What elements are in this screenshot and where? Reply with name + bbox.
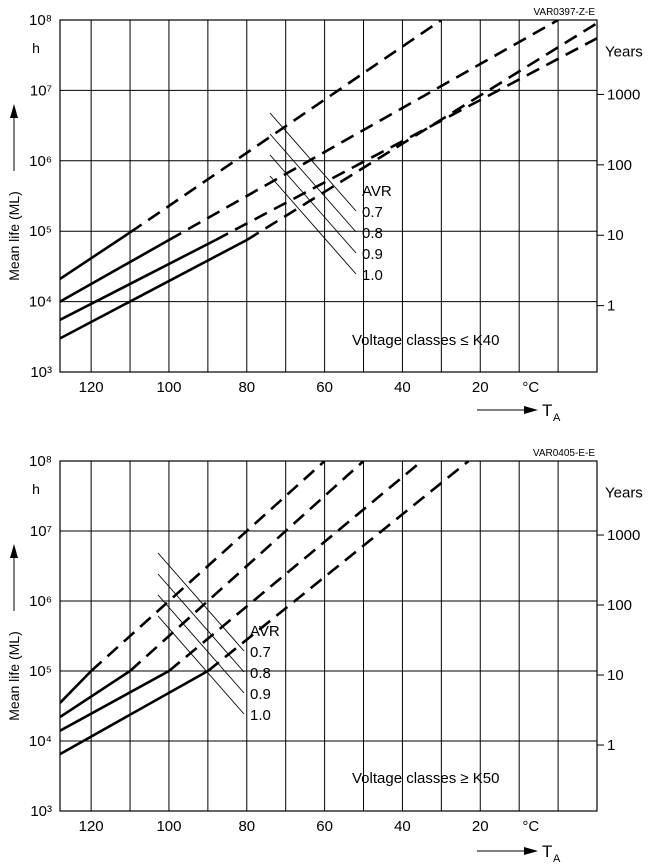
x-tick-label: 80 <box>238 818 255 835</box>
y2-axis-label: Years <box>605 44 643 61</box>
y-tick-label: 10⁶ <box>29 153 52 170</box>
legend-leader-0.8 <box>269 133 357 233</box>
legend-leader-0.7 <box>157 552 245 652</box>
legend-label-0.7: 0.7 <box>250 644 271 661</box>
y2-tick-label: 10 <box>607 667 624 684</box>
y-axis-label: Mean life (ML) <box>6 631 22 720</box>
voltage-class-annotation: Voltage classes ≥ K50 <box>352 770 500 787</box>
x-unit-label: °C <box>522 818 539 835</box>
plot-frame <box>59 19 598 373</box>
x-tick-label: 80 <box>238 379 255 396</box>
y2-tick-label: 1000 <box>607 86 640 103</box>
series-line-dashed-0.9 <box>168 461 423 673</box>
series-group <box>60 20 597 340</box>
x-unit-label: °C <box>522 379 539 396</box>
legend-label-0.7: 0.7 <box>362 204 383 221</box>
plot-frame <box>59 460 598 812</box>
chart-panel-1: 10³ 10⁴ 10⁵ 10⁶ 10⁷ 10⁸ h Mean life (ML) Years 1 1… <box>6 7 643 424</box>
x-axis-label: T <box>542 842 552 861</box>
series-line-solid-1.0 <box>60 669 209 756</box>
x-tick-label: 100 <box>156 818 181 835</box>
legend-label-0.8: 0.8 <box>250 665 271 682</box>
y-tick-label: 10⁸ <box>29 453 52 470</box>
chart-panel-2: 10³ 10⁴ 10⁵ 10⁶ 10⁷ 10⁸ h Mean life (ML) Years 1 1… <box>6 448 643 864</box>
y-axis-arrowhead <box>10 544 18 558</box>
legend-leader-0.8 <box>157 573 245 673</box>
y-tick-label: 10³ <box>30 364 52 381</box>
x-tick-label: 20 <box>472 379 489 396</box>
legend-leader-1.0 <box>157 615 245 715</box>
x-tick-label: 40 <box>394 379 411 396</box>
y2-tick-label: 100 <box>607 597 632 614</box>
legend-leader-1.0 <box>269 175 357 275</box>
figure-code: VAR0397-Z-E <box>533 7 595 18</box>
series-line-dashed-0.9 <box>215 37 597 242</box>
y2-tick-label: 1000 <box>607 527 640 544</box>
y-unit-label: h <box>32 40 40 56</box>
y-tick-label: 10⁴ <box>29 294 52 311</box>
legend-leader-0.9 <box>269 154 357 254</box>
y-axis-label: Mean life (ML) <box>6 191 22 280</box>
figure-code: VAR0405-E-E <box>533 448 595 459</box>
y2-tick-label: 100 <box>607 157 632 174</box>
legend-label-1.0: 1.0 <box>362 267 383 284</box>
series-line-dashed-0.8 <box>168 20 559 242</box>
series-line-dashed-1.0 <box>207 461 470 673</box>
x-tick-label: 60 <box>316 818 333 835</box>
y-tick-label: 10⁴ <box>29 733 52 750</box>
series-line-solid-0.8 <box>60 238 170 303</box>
series-line-solid-0.7 <box>60 670 93 704</box>
y-tick-label: 10⁶ <box>29 593 52 610</box>
series-line-dashed-0.8 <box>129 461 365 672</box>
legend-label-0.8: 0.8 <box>362 225 383 242</box>
legend-leader-0.9 <box>157 594 245 694</box>
y2-tick-label: 10 <box>607 227 624 244</box>
x-tick-label: 120 <box>79 379 104 396</box>
legend-title: AVR <box>250 623 280 640</box>
y2-tick-label: 1 <box>607 298 615 315</box>
x-tick-label: 40 <box>394 818 411 835</box>
x-axis-arrowhead <box>524 406 538 414</box>
legend-label-1.0: 1.0 <box>250 707 271 724</box>
y-tick-label: 10⁷ <box>30 523 52 540</box>
x-tick-label: 100 <box>156 379 181 396</box>
legend-label-0.9: 0.9 <box>362 246 383 263</box>
y-tick-label: 10³ <box>30 803 52 820</box>
x-axis-arrowhead <box>524 847 538 855</box>
series-line-solid-0.9 <box>60 669 170 732</box>
series-line-solid-1.0 <box>60 238 248 340</box>
series-line-solid-0.9 <box>60 238 217 322</box>
y2-tick-label: 1 <box>607 737 615 754</box>
y-unit-label: h <box>32 481 40 497</box>
series-line-dashed-0.7 <box>90 461 326 672</box>
series-line-dashed-0.7 <box>129 20 443 234</box>
x-axis-label: T <box>542 401 552 420</box>
y2-axis-label: Years <box>605 485 643 502</box>
series-line-solid-0.8 <box>60 669 131 719</box>
y-tick-label: 10⁸ <box>29 12 52 29</box>
x-axis-label-subscript: A <box>553 853 561 864</box>
legend-label-0.9: 0.9 <box>250 686 271 703</box>
voltage-class-annotation: Voltage classes ≤ K40 <box>352 332 500 349</box>
x-tick-label: 120 <box>79 818 104 835</box>
y-tick-label: 10⁷ <box>30 82 52 99</box>
y-tick-label: 10⁵ <box>29 663 52 680</box>
series-line-dashed-1.0 <box>246 22 597 242</box>
y-axis-arrowhead <box>10 104 18 118</box>
x-tick-label: 60 <box>316 379 333 396</box>
x-tick-label: 20 <box>472 818 489 835</box>
y-tick-label: 10⁵ <box>29 223 52 240</box>
series-line-solid-0.7 <box>60 231 131 280</box>
x-axis-label-subscript: A <box>553 412 561 424</box>
series-group <box>60 461 470 756</box>
legend-title: AVR <box>362 183 392 200</box>
legend-leader-0.7 <box>269 112 357 212</box>
